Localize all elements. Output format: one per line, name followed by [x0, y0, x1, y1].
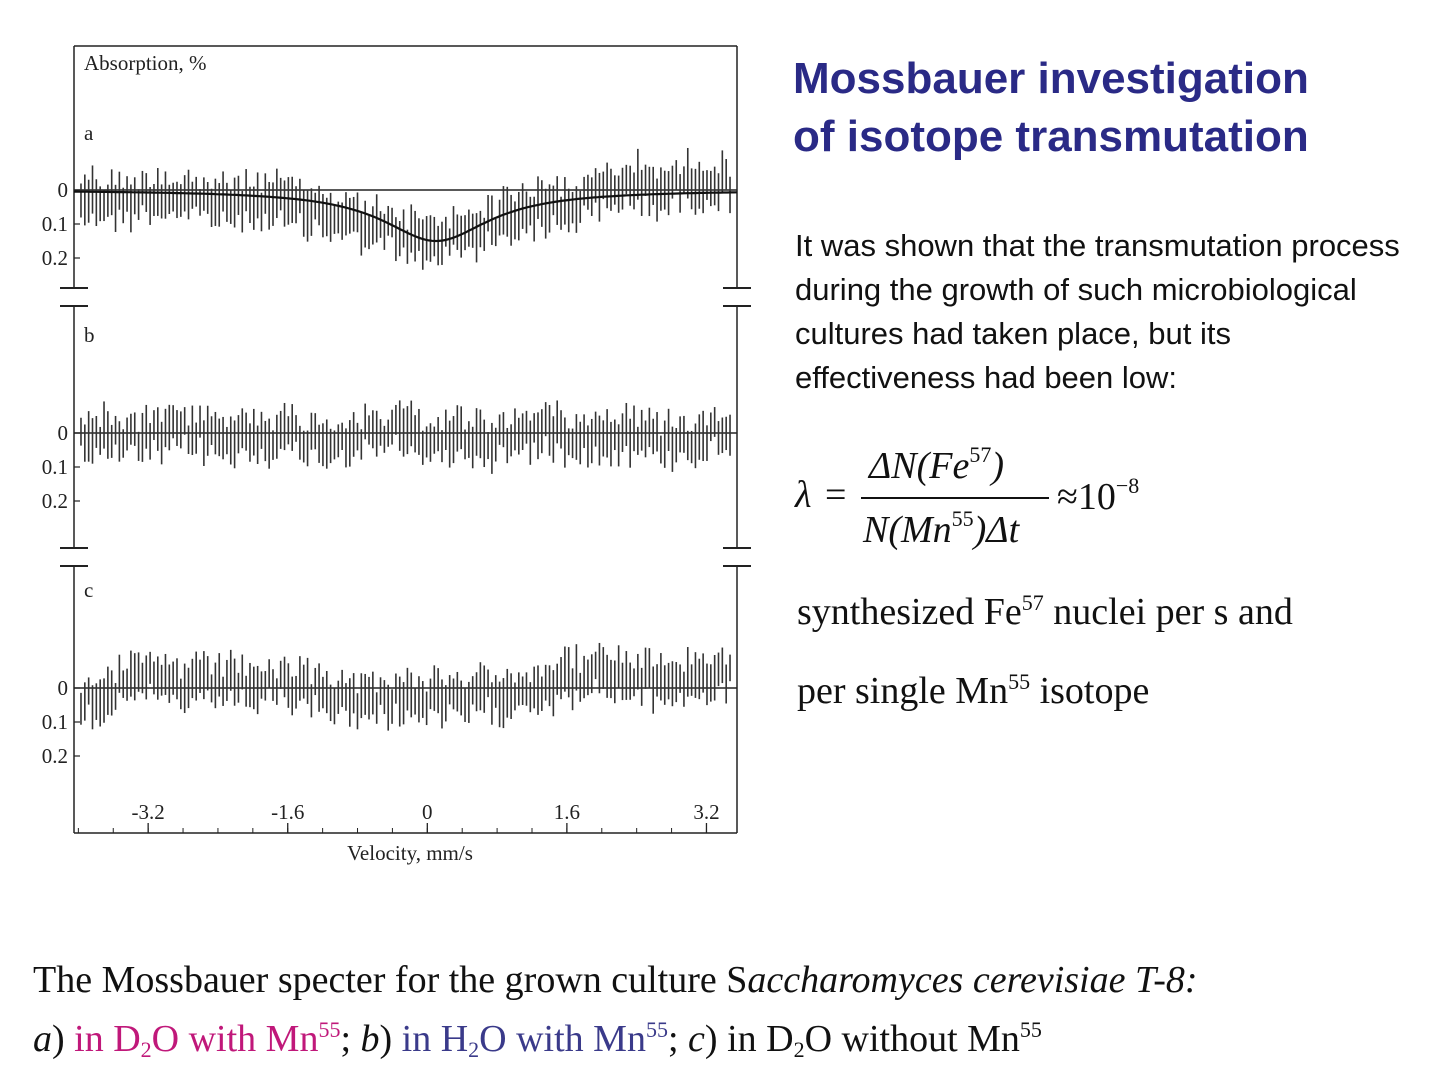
caption-c-pre: in D — [727, 1018, 794, 1060]
panel-a: a 0 0.1 0.2 — [42, 121, 738, 270]
caption-b-letter: b — [360, 1018, 380, 1060]
mossbauer-spectra-chart: a 0 0.1 0.2 b 0 0.1 0.2 c 0 0.1 0.2 Absorption, % Ve… — [42, 45, 751, 865]
title-line-2: of isotope transmutation — [793, 112, 1309, 161]
transmutation-formula: λ = ΔN(Fe57) N(Mn55)Δt ≈10−8 — [795, 440, 1215, 560]
caption-a-letter: a — [33, 1018, 52, 1060]
effectiveness-paragraph: It was shown that the transmutation proc… — [795, 228, 1400, 395]
y-tick-label: 0 — [58, 676, 69, 700]
formula-lambda: λ — [795, 474, 812, 516]
formula-numerator: ΔN(Fe57) — [869, 442, 1004, 488]
caption-b-mid: O with Mn — [479, 1018, 646, 1060]
caption-b-sub: 2 — [468, 1037, 480, 1062]
caption-species: accharomyces cerevisiae T-8: — [747, 959, 1198, 1001]
formula-approx-value: ≈10−8 — [1057, 473, 1139, 519]
caption-b-sep: ; — [667, 1018, 689, 1060]
approx-base: ≈10 — [1057, 476, 1116, 518]
panel-label-b: b — [84, 323, 95, 347]
caption-a-sup: 55 — [318, 1017, 341, 1042]
denominator-base: N(Mn — [863, 509, 952, 551]
caption-a-paren: ) — [52, 1018, 75, 1060]
desc-2-post: isotope — [1030, 670, 1150, 712]
caption-c-text: in D2O without Mn55 — [727, 1017, 1042, 1062]
panel-c: c 0 0.1 0.2 — [42, 578, 737, 768]
x-tick-label: -1.6 — [271, 800, 304, 824]
y-tick-label: 0.2 — [42, 489, 68, 513]
caption-a-pre: in D — [74, 1018, 141, 1060]
formula-equals: = — [825, 474, 847, 516]
y-tick-label: 0.2 — [42, 246, 68, 270]
caption-a-text: in D2O with Mn55 — [74, 1017, 341, 1062]
desc-2-sup: 55 — [1008, 669, 1031, 694]
desc-line-1: synthesized Fe57 nuclei per s and — [797, 568, 1397, 647]
y-tick-label: 0.1 — [42, 455, 68, 479]
x-tick-label: 0 — [422, 800, 433, 824]
y-tick-label: 0.2 — [42, 744, 68, 768]
y-axis-label: Absorption, % — [84, 51, 207, 75]
caption-line-1: The Mossbauer specter for the grown cult… — [33, 955, 1413, 1005]
caption-c-sub: 2 — [793, 1037, 805, 1062]
panel-label-c: c — [84, 578, 93, 602]
fit-curve — [74, 190, 738, 243]
caption-line-2: a) in D2O with Mn55; b) in H2O with Mn55… — [33, 1005, 1413, 1075]
numerator-close: ) — [991, 445, 1005, 487]
y-tick-label: 0 — [58, 421, 69, 445]
caption-b-paren: ) — [379, 1018, 402, 1060]
desc-1-sup: 57 — [1021, 590, 1044, 615]
caption-b-sup: 55 — [645, 1017, 668, 1042]
desc-1-post: nuclei per s and — [1043, 591, 1293, 633]
numerator-base: ΔN(Fe — [869, 445, 970, 487]
desc-2-pre: per single Mn — [797, 670, 1009, 712]
panel-b: b 0 0.1 0.2 — [42, 323, 737, 513]
caption-c-sup: 55 — [1019, 1017, 1042, 1042]
caption-c-paren: ) — [704, 1018, 728, 1060]
synthesis-description: synthesized Fe57 nuclei per s and per si… — [797, 568, 1397, 726]
desc-line-2: per single Mn55 isotope — [797, 647, 1397, 726]
denominator-close: )Δt — [973, 509, 1020, 551]
fraction-bar — [861, 497, 1049, 499]
caption-a-sep: ; — [340, 1018, 361, 1060]
y-tick-label: 0.1 — [42, 710, 68, 734]
caption-a-mid: O with Mn — [151, 1018, 319, 1060]
y-tick-label: 0 — [58, 178, 69, 202]
x-tick-label: 1.6 — [554, 800, 580, 824]
caption-b-text: in H2O with Mn55 — [401, 1017, 668, 1062]
title-line-1: Mossbauer investigation — [793, 54, 1309, 103]
caption-1-pre: The Mossbauer specter for the grown cult… — [33, 959, 748, 1001]
caption-a-sub: 2 — [140, 1037, 152, 1062]
denominator-sup: 55 — [951, 506, 974, 531]
y-tick-label: 0.1 — [42, 212, 68, 236]
approx-exponent: −8 — [1115, 473, 1140, 498]
desc-1-pre: synthesized Fe — [797, 591, 1022, 633]
x-tick-label: 3.2 — [693, 800, 719, 824]
x-axis-label: Velocity, mm/s — [347, 841, 473, 865]
caption-c-mid: O without Mn — [804, 1018, 1020, 1060]
x-tick-label: -3.2 — [132, 800, 165, 824]
caption-c-letter: c — [688, 1018, 705, 1060]
caption-b-pre: in H — [401, 1018, 469, 1060]
formula-denominator: N(Mn55)Δt — [863, 506, 1019, 552]
figure-caption: The Mossbauer specter for the grown cult… — [33, 955, 1413, 1075]
slide-title: Mossbauer investigation of isotope trans… — [793, 50, 1413, 166]
panel-label-a: a — [84, 121, 94, 145]
numerator-sup: 57 — [969, 442, 992, 467]
